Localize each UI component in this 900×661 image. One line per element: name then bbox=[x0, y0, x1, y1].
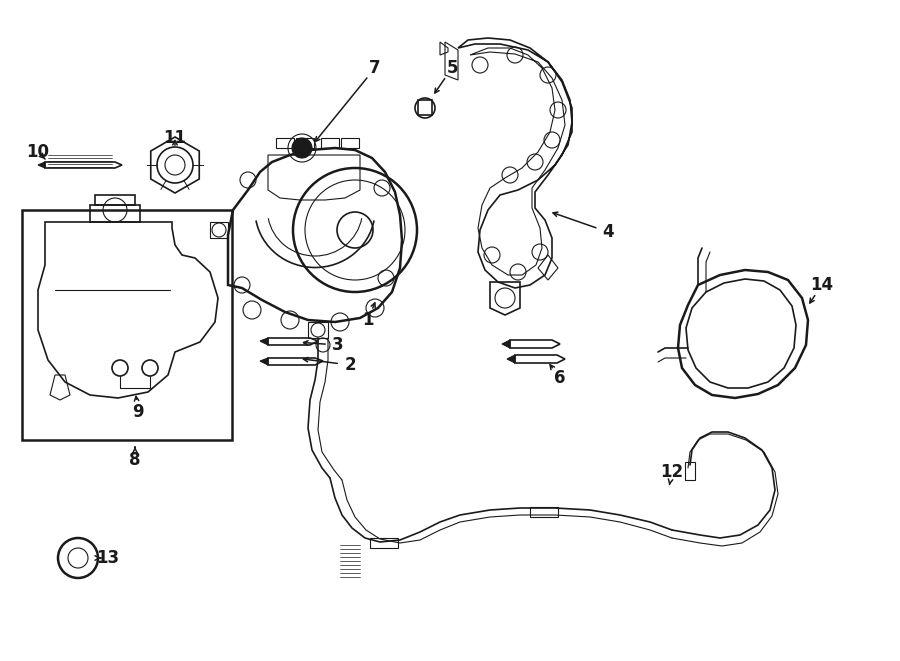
Text: 12: 12 bbox=[661, 463, 684, 481]
Text: 4: 4 bbox=[602, 223, 614, 241]
Text: 7: 7 bbox=[369, 59, 381, 77]
Text: 3: 3 bbox=[332, 336, 344, 354]
Text: 8: 8 bbox=[130, 451, 140, 469]
Text: 5: 5 bbox=[446, 59, 458, 77]
Text: 11: 11 bbox=[164, 129, 186, 147]
Text: 13: 13 bbox=[96, 549, 120, 567]
Polygon shape bbox=[260, 338, 268, 345]
Bar bbox=[22, 210, 232, 440]
Polygon shape bbox=[260, 358, 268, 365]
Polygon shape bbox=[38, 162, 45, 168]
Circle shape bbox=[292, 138, 312, 158]
Text: 6: 6 bbox=[554, 369, 566, 387]
Text: 9: 9 bbox=[132, 403, 144, 421]
Polygon shape bbox=[502, 340, 510, 348]
Text: 14: 14 bbox=[810, 276, 833, 294]
Text: 2: 2 bbox=[344, 356, 356, 374]
Text: 10: 10 bbox=[26, 143, 50, 161]
Polygon shape bbox=[507, 355, 515, 363]
Text: 1: 1 bbox=[362, 311, 374, 329]
